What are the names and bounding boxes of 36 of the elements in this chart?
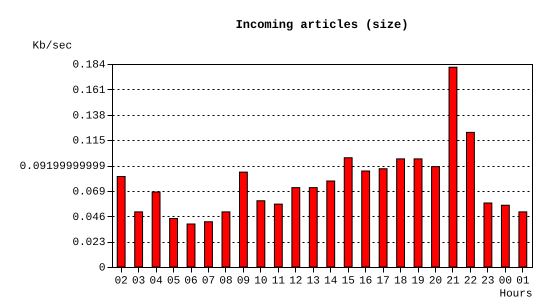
x-tick-label: 02: [114, 276, 128, 288]
x-tick-label: 22: [464, 276, 478, 288]
x-tick-label: 08: [219, 276, 233, 288]
chart-title: Incoming articles (size): [236, 18, 408, 32]
y-tick-label: 0.046: [72, 212, 106, 224]
x-tick-label: 17: [376, 276, 390, 288]
y-tick-label: 0.069: [72, 186, 106, 198]
y-tick-label: 0.184: [72, 60, 106, 72]
x-tick-label: 01: [516, 276, 530, 288]
x-tick-label: 10: [254, 276, 268, 288]
y-axis-title: Kb/sec: [32, 40, 72, 52]
y-tick-label: 0.09199999999: [20, 161, 106, 173]
x-tick-label: 16: [359, 276, 372, 288]
x-tick-label: 19: [411, 276, 425, 288]
y-tick-label: 0.138: [72, 110, 106, 122]
x-tick-label: 21: [446, 276, 460, 288]
y-tick-label: 0.161: [72, 84, 106, 97]
x-tick-label: 05: [166, 276, 180, 288]
y-tick-label: 0: [98, 262, 106, 274]
x-tick-label: 04: [149, 276, 164, 288]
x-axis-title: Hours: [499, 288, 532, 300]
x-tick-label: 03: [132, 276, 146, 288]
x-tick-label: 20: [428, 276, 442, 288]
x-tick-label: 11: [272, 276, 286, 288]
y-tick-label: 0.115: [72, 136, 106, 148]
x-tick-label: 00: [498, 276, 512, 288]
x-tick-label: 15: [342, 276, 355, 288]
x-tick-label: 14: [324, 276, 338, 288]
x-tick-label: 23: [481, 276, 495, 288]
y-tick-label: 0.023: [72, 237, 106, 250]
x-tick-label: 07: [202, 276, 216, 288]
x-tick-label: 18: [394, 276, 408, 288]
x-tick-label: 09: [236, 276, 250, 288]
x-tick-label: 12: [289, 276, 302, 288]
x-tick-label: 13: [306, 276, 320, 288]
x-tick-label: 06: [184, 276, 198, 288]
